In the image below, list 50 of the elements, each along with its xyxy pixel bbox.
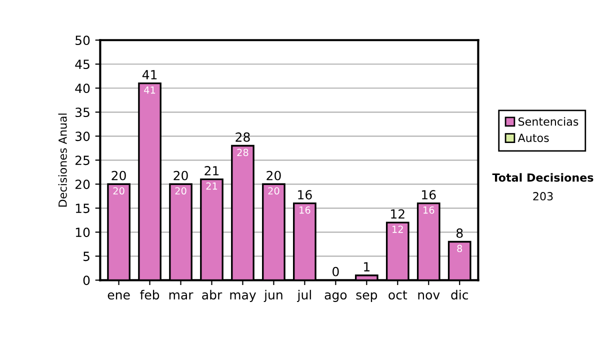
legend-label: Autos (518, 134, 549, 142)
x-tick-label: oct (388, 290, 408, 300)
x-tick-label: mar (169, 292, 194, 300)
y-axis-title: Decisiones Anual (58, 114, 67, 207)
y-tick-label: 50 (76, 36, 90, 46)
x-tick-label: dic (451, 290, 468, 300)
x-tick-label: jun (264, 290, 282, 302)
total-label: 16 (422, 190, 436, 200)
data-label: 8 (457, 244, 462, 252)
data-label: 20 (175, 187, 186, 195)
text: Total Decisiones (492, 173, 594, 182)
data-label: 41 (144, 86, 156, 94)
total-label: 16 (298, 190, 312, 200)
total-label: 8 (456, 228, 463, 238)
x-tick-label: abr (202, 290, 222, 300)
x-tick-label: ago (324, 292, 347, 302)
total-label: 20 (174, 170, 188, 180)
total-label: 20 (266, 170, 281, 180)
total-label: 0 (332, 266, 339, 276)
total-label: 28 (236, 132, 250, 142)
y-tick-label: 40 (75, 84, 90, 94)
legend-label: Sentencias (518, 117, 578, 126)
total-label: 41 (142, 70, 157, 80)
data-label: 20 (268, 187, 280, 195)
total-label: 20 (112, 170, 126, 180)
y-tick-label: 15 (76, 204, 90, 214)
data-label: 12 (392, 226, 403, 233)
y-tick-label: 35 (76, 108, 90, 118)
text: 203 (533, 192, 553, 200)
total-label: 21 (204, 166, 219, 176)
y-tick-label: 25 (75, 156, 90, 166)
x-tick-label: nov (418, 292, 440, 300)
y-tick-label: 10 (76, 228, 90, 238)
x-tick-label: may (230, 292, 256, 302)
total-label: 1 (364, 262, 370, 272)
y-tick-label: 0 (83, 276, 90, 286)
data-label: 28 (237, 148, 248, 156)
y-tick-label: 30 (76, 132, 90, 142)
x-tick-label: jul (297, 290, 311, 302)
y-tick-label: 5 (83, 252, 90, 262)
x-tick-label: sep (356, 292, 378, 302)
data-label: 20 (113, 187, 124, 195)
data-label: 16 (300, 206, 310, 214)
x-tick-label: ene (108, 292, 130, 300)
y-tick-label: 45 (75, 60, 90, 70)
y-tick-label: 20 (75, 180, 90, 190)
data-label: 21 (206, 182, 218, 190)
total-label: 12 (391, 209, 404, 219)
x-tick-label: feb (140, 290, 160, 300)
data-label: 16 (424, 206, 434, 214)
